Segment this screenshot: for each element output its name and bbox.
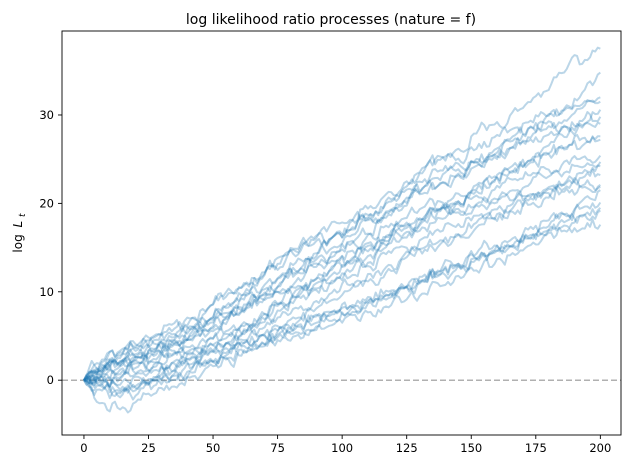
x-tick-label: 25 <box>141 441 156 455</box>
plot-frame <box>61 30 622 436</box>
y-axis-label-log: log <box>11 234 25 252</box>
series-line-4 <box>83 99 601 387</box>
y-tick-label: 0 <box>47 373 54 387</box>
series-line-17 <box>83 218 602 392</box>
series-line-19 <box>83 209 601 398</box>
y-axis: 0 10 20 30 <box>39 108 62 387</box>
series-line-11 <box>83 161 602 385</box>
x-tick-label: 200 <box>589 441 611 455</box>
series-line-7 <box>83 121 601 381</box>
series-line-16 <box>83 201 602 414</box>
y-tick-label: 20 <box>39 196 54 210</box>
x-tick-label: 175 <box>525 441 547 455</box>
x-tick-label: 0 <box>80 441 87 455</box>
series-layer <box>83 46 602 414</box>
x-tick-label: 50 <box>206 441 221 455</box>
series-line-3 <box>83 96 601 381</box>
y-axis-label-sub: t <box>18 213 28 217</box>
y-tick-label: 30 <box>39 108 54 122</box>
x-tick-label: 75 <box>270 441 285 455</box>
series-line-9 <box>83 135 601 385</box>
series-line-2 <box>83 71 601 382</box>
y-tick-label: 10 <box>39 285 54 299</box>
x-axis: 0 25 50 75 100 125 150 175 200 <box>80 435 611 455</box>
series-line-8 <box>83 133 601 382</box>
series-line-18 <box>83 189 601 382</box>
x-tick-label: 125 <box>396 441 418 455</box>
y-axis-label-var: L <box>11 221 25 228</box>
chart-title: log likelihood ratio processes (nature =… <box>186 12 476 28</box>
x-tick-label: 100 <box>331 441 353 455</box>
series-line-14 <box>83 184 601 388</box>
y-axis-label: log L t <box>11 213 28 253</box>
series-line-13 <box>83 168 601 388</box>
series-line-20 <box>83 207 602 388</box>
series-line-5 <box>83 109 602 386</box>
series-line-6 <box>83 111 602 381</box>
series-line-1 <box>83 46 601 381</box>
series-line-12 <box>83 164 601 401</box>
x-tick-label: 150 <box>460 441 482 455</box>
series-line-10 <box>83 155 602 394</box>
series-line-15 <box>83 177 601 381</box>
